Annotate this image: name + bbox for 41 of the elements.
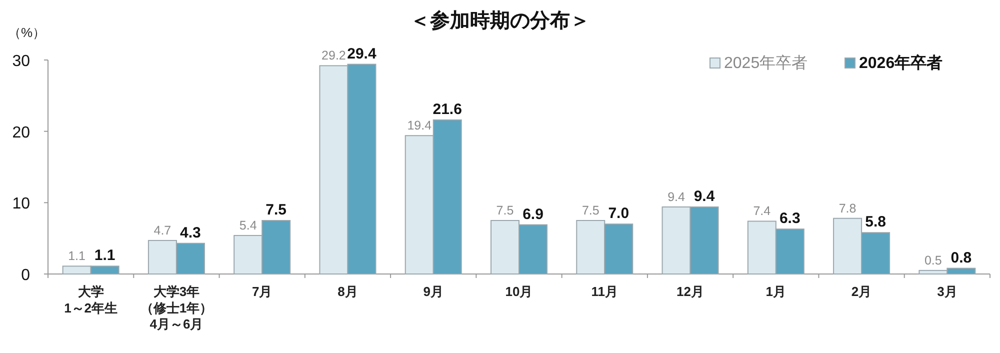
legend-label: 2026年卒者 — [859, 54, 943, 72]
data-label: 7.8 — [838, 201, 856, 216]
y-tick-label: 0 — [21, 267, 30, 284]
y-tick-label: 20 — [12, 124, 30, 142]
x-tick-label: 大学 1～2年生 — [64, 284, 118, 316]
x-tick-label: 8月 — [338, 284, 358, 299]
data-label: 6.9 — [522, 206, 544, 223]
data-label: 6.3 — [779, 210, 800, 228]
data-label: 0.5 — [924, 253, 942, 268]
x-tick-label: 7月 — [252, 284, 272, 299]
x-tick-label: 大学3年（修士1年）4月～6月 — [140, 284, 213, 332]
data-label: 9.4 — [668, 190, 685, 204]
data-label: 7.5 — [582, 204, 600, 218]
x-tick-label: 12月 — [676, 284, 704, 299]
chart-title: ＜参加時期の分布＞ — [410, 9, 590, 32]
data-label: 1.1 — [94, 247, 116, 264]
data-label: 7.4 — [753, 204, 771, 218]
x-tick-label: 1月 — [766, 284, 786, 299]
x-tick-label: 11月 — [591, 284, 618, 299]
x-tick-label: 10月 — [505, 284, 533, 299]
y-axis-title: （%） — [8, 25, 46, 40]
data-label: 4.7 — [154, 223, 172, 238]
y-tick-label: 10 — [12, 196, 30, 213]
legend-label: 2025年卒者 — [724, 54, 808, 72]
data-label: 1.1 — [68, 249, 86, 264]
y-tick-label: 30 — [12, 53, 30, 70]
data-label: 0.8 — [950, 249, 972, 266]
x-tick-label: 9月 — [423, 284, 444, 299]
x-tick-label: 2月 — [851, 284, 872, 299]
data-label: 21.6 — [432, 100, 462, 118]
data-label: 5.4 — [239, 218, 257, 232]
x-tick-label: 3月 — [937, 284, 958, 299]
data-label: 7.5 — [266, 202, 287, 218]
data-label: 7.5 — [496, 204, 514, 218]
data-label: 19.4 — [407, 118, 432, 133]
data-label: 29.2 — [322, 48, 346, 63]
data-label: 29.4 — [347, 45, 377, 62]
data-label: 9.4 — [694, 188, 716, 205]
data-label: 7.0 — [608, 205, 630, 222]
data-label: 4.3 — [180, 224, 201, 242]
data-label: 5.8 — [865, 214, 886, 231]
